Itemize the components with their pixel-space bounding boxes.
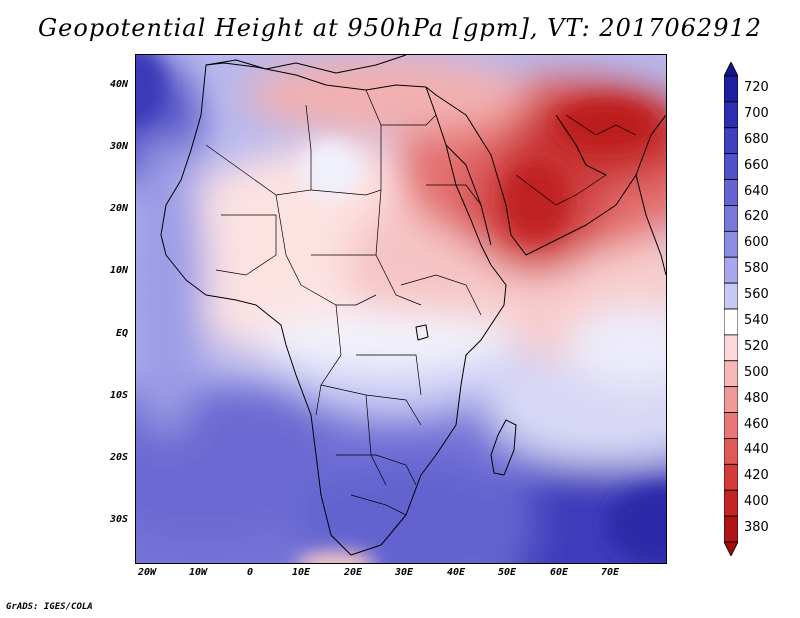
colorbar-swatch	[724, 412, 738, 439]
colorbar-swatch	[724, 205, 738, 232]
colorbar-level-label: 680	[744, 131, 769, 147]
colorbar-swatch	[724, 75, 738, 103]
colorbar-swatches	[724, 62, 738, 556]
lat-label-30s: 30S	[109, 514, 128, 525]
lon-label-20e: 20E	[343, 567, 363, 578]
colorbar-level-label: 640	[744, 183, 769, 199]
lat-label-20n: 20N	[109, 203, 128, 214]
colorbar-level-label: 480	[744, 390, 769, 406]
colorbar-level-label: 380	[744, 520, 769, 536]
lon-label-10w: 10W	[188, 567, 208, 578]
colorbar-swatch	[724, 153, 738, 180]
colorbar-level-label: 580	[744, 261, 769, 277]
colorbar-swatch	[724, 463, 738, 491]
lat-label-40n: 40N	[109, 79, 128, 90]
colorbar-swatch	[724, 334, 738, 362]
colorbar-level-label: 520	[744, 338, 769, 354]
colorbar-max-arrow	[724, 62, 738, 77]
credit-text: GrADS: IGES/COLA	[6, 602, 93, 612]
lat-label-20s: 20S	[109, 452, 128, 463]
colorbar-swatch	[724, 360, 738, 388]
colorbar-swatch	[724, 308, 738, 336]
colorbar-level-label: 620	[744, 209, 769, 225]
colorbar-level-label: 560	[744, 287, 769, 303]
colorbar-level-label: 720	[744, 79, 769, 95]
colorbar-level-label: 420	[744, 468, 769, 484]
colorbar-level-label: 500	[744, 364, 769, 380]
colorbar-level-label: 540	[744, 312, 769, 328]
coastline	[160, 55, 666, 556]
colorbar-swatch	[724, 438, 738, 465]
colorbar-swatch	[724, 386, 738, 413]
lon-label-20w: 20W	[137, 567, 157, 578]
colorbar	[724, 62, 738, 556]
lat-label-10s: 10S	[109, 390, 128, 401]
lat-label-30n: 30N	[109, 141, 128, 152]
lon-label-10e: 10E	[291, 567, 311, 578]
lon-label-50e: 50E	[497, 567, 517, 578]
colorbar-level-label: 400	[744, 494, 769, 510]
colorbar-swatch	[724, 282, 738, 310]
lon-label-30e: 30E	[394, 567, 414, 578]
lon-label-40e: 40E	[446, 567, 466, 578]
lat-label-10n: 10N	[109, 265, 128, 276]
colorbar-swatch	[724, 230, 738, 258]
colorbar-level-label: 440	[744, 442, 769, 458]
colorbar-swatch	[724, 256, 738, 284]
colorbar-swatch	[724, 179, 738, 206]
map-title: Geopotential Height at 950hPa [gpm], VT:…	[38, 14, 762, 42]
geopotential-field	[136, 55, 666, 563]
lat-label-eq: EQ	[115, 328, 128, 339]
colorbar-level-label: 660	[744, 157, 769, 173]
colorbar-level-label: 700	[744, 105, 769, 121]
map-plot-area	[135, 54, 667, 564]
colorbar-swatch	[724, 489, 738, 517]
lon-label-70e: 70E	[600, 567, 620, 578]
lon-label-0: 0	[246, 567, 254, 578]
lon-label-60e: 60E	[549, 567, 569, 578]
colorbar-swatch	[724, 515, 738, 543]
colorbar-min-arrow	[724, 541, 738, 556]
colorbar-level-label: 600	[744, 235, 769, 251]
country-borders	[205, 89, 637, 516]
colorbar-swatch	[724, 127, 738, 155]
colorbar-swatch	[724, 101, 738, 129]
colorbar-level-label: 460	[744, 416, 769, 432]
